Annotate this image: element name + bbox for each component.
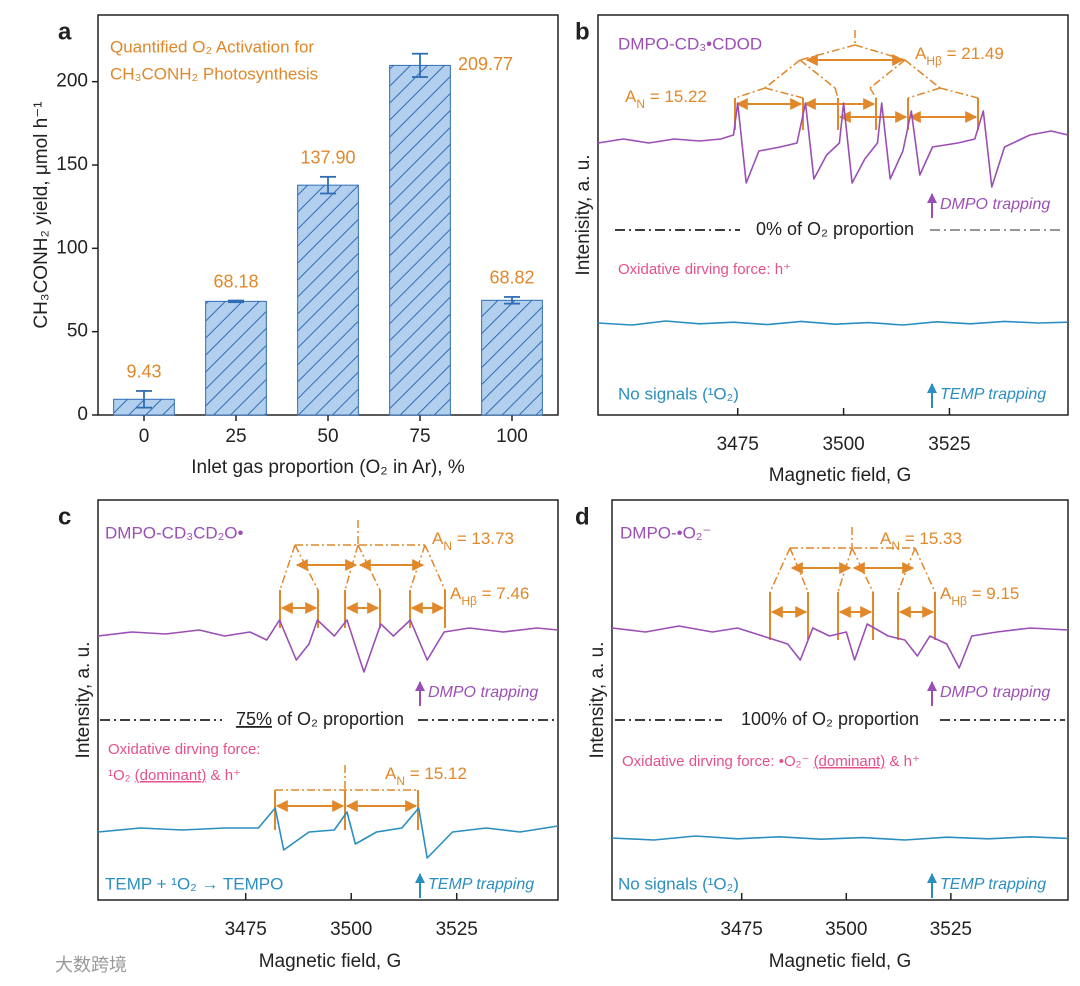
x-tick-label: 3475 — [717, 434, 759, 455]
chart-title: Quantified O₂ Activation for — [110, 37, 314, 56]
panel-label: c — [58, 503, 71, 530]
spectrum-line — [597, 102, 1069, 188]
force-label: Oxidative dirving force: •O₂⁻ (dominant)… — [622, 753, 920, 770]
annotation: AN = 13.73 — [432, 529, 514, 553]
x-axis-label: Magnetic field, G — [259, 951, 402, 972]
x-tick-label: 75 — [409, 426, 430, 447]
y-tick-label: 150 — [56, 154, 88, 175]
x-tick-label: 3475 — [225, 919, 267, 940]
trapping-label: TEMP trapping — [940, 386, 1046, 403]
x-tick-label: 50 — [317, 426, 338, 447]
y-axis-label: CH₃CONH₂ yield, μmol h⁻¹ — [31, 101, 52, 328]
bar — [389, 64, 451, 416]
error-bar — [136, 390, 152, 409]
trapping-label: DMPO trapping — [940, 196, 1050, 213]
force-label: Oxidative dirving force: h⁺ — [618, 261, 791, 278]
separator-label: 0% of O₂ proportion — [756, 219, 914, 239]
spectrum-line — [611, 835, 1069, 841]
series-label: DMPO-CD₃•CDOD — [618, 34, 762, 53]
watermark: 大数跨境 — [55, 955, 127, 975]
series-label: TEMP + ¹O₂ → TEMPO — [105, 874, 283, 893]
x-tick-label: 3500 — [822, 434, 864, 455]
x-axis-label: Magnetic field, G — [769, 465, 912, 486]
annotation: AHβ = 21.49 — [915, 44, 1004, 68]
spectrum-line — [611, 623, 1069, 669]
annotation: AN = 15.12 — [385, 764, 467, 788]
value-label: 9.43 — [126, 362, 161, 382]
y-axis-label: Intensity, a. u. — [587, 642, 608, 759]
x-tick-label: 3500 — [825, 919, 867, 940]
x-tick-label: 3500 — [330, 919, 372, 940]
value-label: 209.77 — [458, 54, 513, 74]
series-label: DMPO-•O₂⁻ — [620, 523, 711, 542]
series-label: No signals (¹O₂) — [618, 384, 739, 403]
separator-label: 100% of O₂ proportion — [741, 709, 919, 729]
panel-label: a — [58, 18, 72, 45]
y-tick-label: 0 — [77, 404, 88, 425]
spectrum-line — [597, 320, 1069, 326]
panel-label: d — [575, 503, 590, 530]
annotation: AHβ = 9.15 — [940, 584, 1019, 608]
x-tick-label: 3475 — [721, 919, 763, 940]
y-tick-label: 50 — [67, 321, 88, 342]
splitting-bracket — [734, 30, 979, 130]
series-label: DMPO-CD₃CD₂O• — [105, 523, 244, 542]
chart-title: CH₃CONH₂ Photosynthesis — [110, 64, 318, 83]
x-tick-label: 100 — [496, 426, 528, 447]
y-axis-label: Intensity, a. u. — [73, 642, 94, 759]
bar — [481, 299, 543, 416]
panel-frame — [597, 14, 1069, 416]
y-tick-label: 200 — [56, 71, 88, 92]
value-label: 68.82 — [489, 268, 534, 288]
force-label: ¹O₂ (dominant) & h⁺ — [108, 767, 241, 784]
trapping-label: TEMP trapping — [940, 876, 1046, 893]
x-tick-label: 0 — [139, 426, 150, 447]
annotation: AN = 15.33 — [880, 529, 962, 553]
y-tick-label: 100 — [56, 237, 88, 258]
splitting-bracket — [274, 520, 446, 830]
panel-frame — [611, 499, 1069, 901]
x-tick-label: 3525 — [928, 434, 970, 455]
separator-label: 75% of O₂ proportion — [236, 709, 404, 729]
splitting-bracket — [769, 527, 936, 640]
trapping-label: DMPO trapping — [428, 684, 538, 701]
x-axis-label: Magnetic field, G — [769, 951, 912, 972]
x-tick-label: 25 — [225, 426, 246, 447]
annotation: AHβ = 7.46 — [450, 584, 529, 608]
annotation: AN = 15.22 — [625, 87, 707, 111]
spectrum-line — [97, 619, 559, 673]
trapping-label: DMPO trapping — [940, 684, 1050, 701]
value-label: 68.18 — [213, 271, 258, 291]
x-tick-label: 3525 — [930, 919, 972, 940]
panel-label: b — [575, 18, 590, 45]
bar — [205, 300, 267, 416]
x-tick-label: 3525 — [436, 919, 478, 940]
value-label: 137.90 — [300, 148, 355, 168]
error-bar — [320, 175, 336, 195]
series-label: No signals (¹O₂) — [618, 874, 739, 893]
panel-frame — [97, 499, 559, 901]
force-label: Oxidative dirving force: — [108, 741, 261, 758]
y-axis-label: Intenisity, a. u. — [573, 154, 594, 275]
error-bar — [504, 296, 520, 305]
bar — [297, 184, 359, 416]
spectrum-line — [97, 807, 559, 859]
x-axis-label: Inlet gas proportion (O₂ in Ar), % — [191, 457, 465, 478]
error-bar — [228, 299, 244, 304]
trapping-label: TEMP trapping — [428, 876, 534, 893]
error-bar — [412, 52, 428, 78]
